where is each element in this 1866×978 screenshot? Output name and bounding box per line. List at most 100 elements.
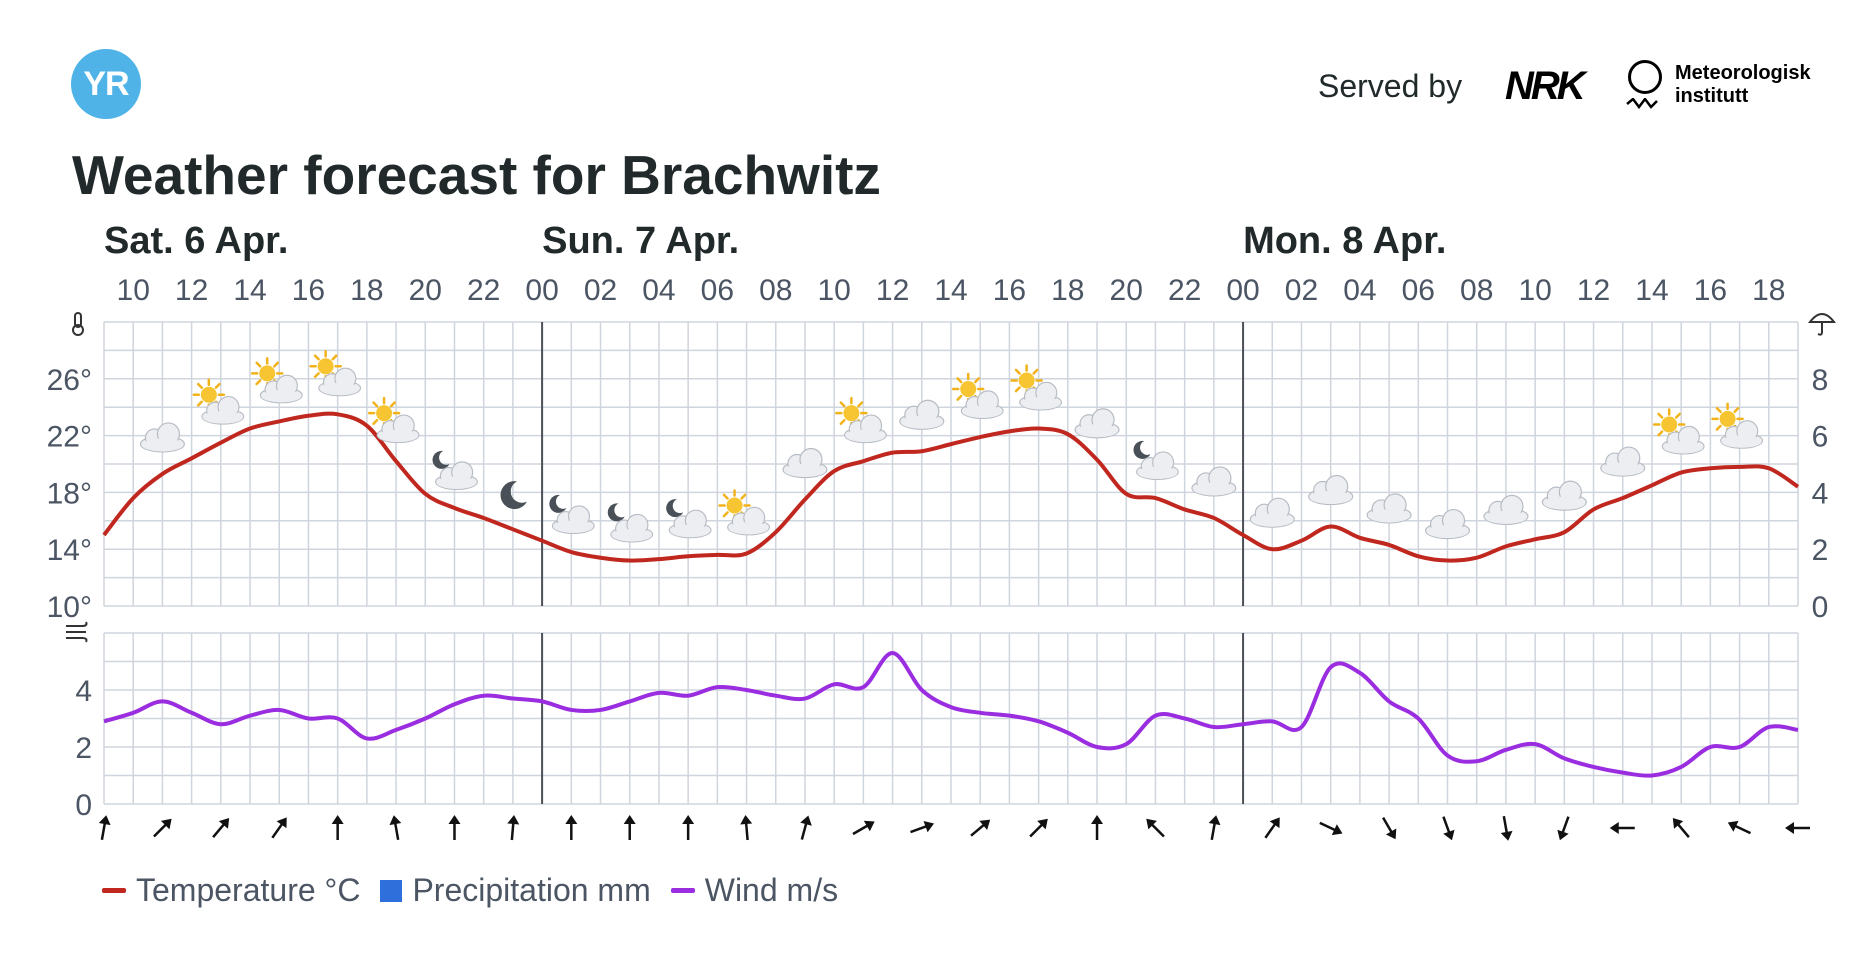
hour-tick-label: 12 (876, 274, 909, 307)
hour-tick-label: 20 (409, 274, 442, 307)
hour-tick-label: 12 (1577, 274, 1610, 307)
wind-icon (66, 621, 88, 643)
wind-direction-arrow-icon (1609, 822, 1635, 834)
met-logo-line1: Meteorologisk (1675, 62, 1811, 84)
partly-sunny-icon (835, 396, 887, 444)
precipitation-axis-label: 2 (1812, 534, 1829, 567)
partly-sunny-icon (718, 489, 771, 536)
wind-direction-arrow-icon (1091, 815, 1104, 840)
hour-tick-label: 16 (993, 274, 1026, 307)
temperature-axis-label: 22° (47, 421, 92, 454)
wind-direction-arrow-icon (1146, 818, 1165, 838)
day-label: Sun. 7 Apr. (542, 220, 739, 262)
hour-tick-label: 06 (1402, 274, 1435, 307)
cloudy-icon (1191, 466, 1237, 497)
cloudy-icon (1308, 474, 1354, 506)
partly-sunny-icon (250, 357, 303, 404)
wind-direction-arrow-icon (623, 815, 636, 840)
hour-tick-label: 18 (1051, 274, 1084, 307)
hour-tick-label: 22 (1168, 274, 1201, 307)
hour-tick-label: 00 (525, 274, 558, 307)
wind-axis-label: 2 (75, 732, 92, 765)
hour-tick-label: 16 (292, 274, 325, 307)
wind-direction-arrow-icon (1500, 815, 1513, 841)
partly-sunny-icon (1010, 364, 1063, 411)
cloudy-icon (139, 422, 186, 453)
wind-line (103, 650, 1799, 778)
precipitation-axis-label: 4 (1812, 477, 1829, 510)
legend-swatch (380, 879, 403, 902)
wind-direction-arrow-icon (153, 818, 172, 838)
wind-direction-arrow-icon (1208, 815, 1221, 841)
partly-sunny-icon (1711, 402, 1764, 449)
precipitation-axis-label: 8 (1812, 364, 1829, 397)
cloudy-icon (1600, 446, 1646, 477)
partly-sunny-icon (1652, 408, 1705, 455)
hour-tick-label: 22 (467, 274, 500, 307)
wind-direction-arrow-icon (271, 817, 287, 839)
partly-sunny-icon (951, 372, 1004, 419)
legend-label: Precipitation mm (412, 872, 651, 908)
met-logo-text: Meteorologisk institutt (1675, 62, 1811, 108)
hour-tick-label: 18 (350, 274, 383, 307)
hour-tick-label: 20 (1110, 274, 1143, 307)
precipitation-axis-label: 0 (1812, 591, 1829, 624)
wind-direction-arrow-icon (910, 820, 935, 834)
wind-direction-arrow-icon (448, 815, 461, 840)
hour-tick-label: 10 (817, 274, 850, 307)
temperature-axis-label: 26° (47, 364, 92, 397)
hour-tick-label: 14 (1635, 274, 1668, 307)
wind-direction-arrow-icon (1672, 818, 1690, 838)
cloudy-icon (899, 399, 945, 430)
yr-logo: YR (71, 49, 141, 119)
cloudy-icon (1366, 493, 1412, 524)
cloudy-icon (1249, 497, 1295, 528)
wind-direction-arrow-icon (852, 820, 875, 836)
wind-direction-arrow-icon (389, 815, 402, 841)
page-title: Weather forecast for Brachwitz (72, 144, 881, 206)
wind-direction-arrow-icon (970, 819, 991, 837)
partly-moon-icon (549, 494, 595, 535)
met-logo-line2: institutt (1675, 85, 1749, 107)
wind-direction-arrow-icon (212, 818, 230, 838)
wind-direction-arrow-icon (1319, 821, 1343, 836)
day-label: Mon. 8 Apr. (1243, 220, 1446, 262)
legend-swatch (670, 888, 695, 893)
hour-tick-label: 14 (934, 274, 967, 307)
wind-direction-arrow-icon (1029, 818, 1048, 838)
cloudy-icon (1424, 508, 1471, 540)
cloudy-icon (782, 447, 828, 479)
cloudy-icon (1074, 408, 1120, 439)
cloudy-icon (1541, 480, 1587, 511)
hour-tick-label: 18 (1752, 274, 1785, 307)
wind-direction-arrow-icon (98, 815, 111, 841)
temperature-line (102, 411, 1800, 563)
temperature-axis-label: 10° (47, 591, 92, 624)
moon-icon (500, 481, 527, 510)
wind-direction-arrow-icon (800, 815, 812, 840)
hour-tick-label: 10 (117, 274, 150, 307)
cloudy-icon (1483, 494, 1529, 525)
hour-tick-label: 08 (759, 274, 792, 307)
wind-direction-arrow-icon (331, 815, 344, 840)
wind-direction-arrow-icon (1785, 822, 1810, 834)
wind-direction-arrow-icon (740, 815, 753, 841)
legend-label: Temperature °C (136, 872, 361, 908)
hour-tick-label: 16 (1694, 274, 1727, 307)
temperature-axis-label: 18° (47, 477, 92, 510)
legend-item: Wind m/s (670, 872, 838, 909)
partly-sunny-icon (309, 350, 362, 397)
hour-tick-label: 02 (584, 274, 617, 307)
legend-swatch (102, 888, 126, 893)
met-logo-circle-icon (1628, 60, 1662, 94)
umbrella-icon (1807, 313, 1837, 336)
forecast-chart: Sat. 6 Apr. Sun. 7 Apr. Mon. 8 Apr. 10 12 14 1… (47, 220, 1837, 841)
wind-direction-arrow-icon (565, 815, 578, 840)
partly-sunny-icon (192, 378, 245, 425)
chart-grid (103, 321, 1799, 805)
thermometer-icon (72, 312, 84, 336)
hour-tick-label: 04 (642, 274, 675, 307)
wind-direction-arrow-icon (1727, 820, 1751, 835)
partly-moon-icon (1133, 440, 1179, 481)
hour-tick-label: 08 (1460, 274, 1493, 307)
